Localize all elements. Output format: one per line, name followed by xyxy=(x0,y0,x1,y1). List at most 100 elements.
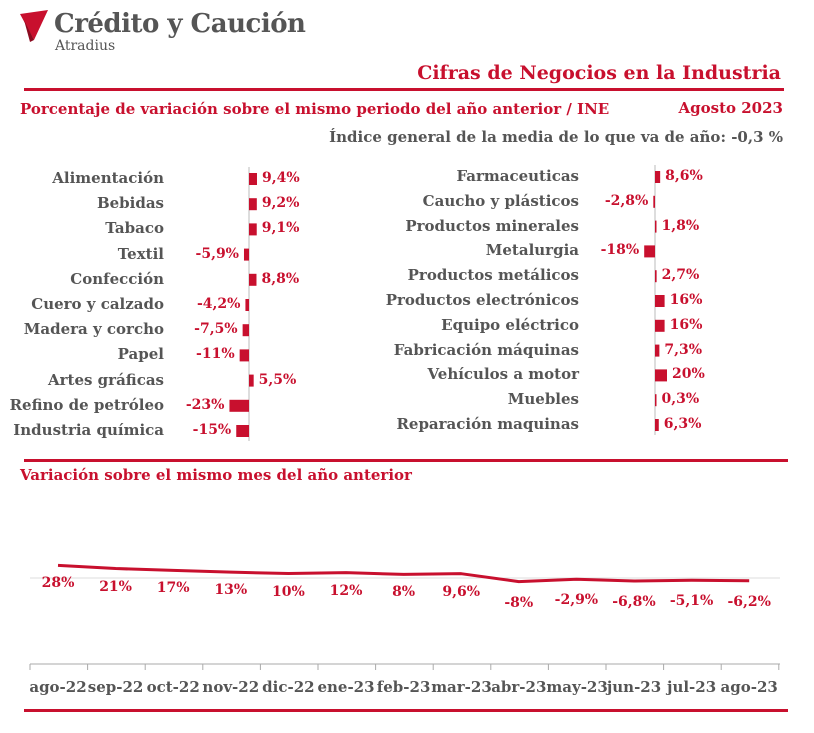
bar-textil xyxy=(243,248,249,261)
bar-reparacion-maquinas xyxy=(655,419,659,431)
category-label-refino-de-petroleo: Refino de petróleo xyxy=(9,395,164,414)
x-tick-label-jun-23: jun-23 xyxy=(606,678,662,696)
category-label-farmaceuticas: Farmaceuticas xyxy=(456,167,579,185)
category-label-tabaco: Tabaco xyxy=(105,219,164,238)
category-label-madera-y-corcho: Madera y corcho xyxy=(23,320,164,339)
category-label-textil: Textil xyxy=(117,244,164,263)
bar-bebidas xyxy=(249,198,257,211)
category-label-cuero-y-calzado: Cuero y calzado xyxy=(31,295,164,313)
bar-industria-quimica xyxy=(236,425,249,437)
category-label-fabricacion-maquinas: Fabricación máquinas xyxy=(393,340,579,359)
data-label-oct-22: 17% xyxy=(156,580,190,597)
category-label-equipo-electrico: Equipo eléctrico xyxy=(441,315,579,334)
bar-refino-de-petroleo xyxy=(229,399,249,412)
data-label-ago-23: -6,2% xyxy=(727,593,771,610)
value-label-papel: -11% xyxy=(196,346,235,363)
series-line xyxy=(57,563,750,584)
category-label-productos-minerales: Productos minerales xyxy=(405,216,579,235)
category-label-artes-graficas: Artes gráficas xyxy=(48,370,164,389)
x-tick-label-ene-23: ene-23 xyxy=(317,678,375,696)
data-label-dic-22: 10% xyxy=(271,583,305,600)
data-label-nov-22: 13% xyxy=(214,582,248,599)
brand-subname: Atradius xyxy=(55,38,116,54)
bar-caucho-y-plasticos xyxy=(653,195,655,208)
page-title: Cifras de Negocios en la Industria xyxy=(417,62,781,84)
value-label-vehiculos-a-motor: 20% xyxy=(672,366,705,383)
bar-productos-metalicos xyxy=(655,270,657,283)
report-date: Agosto 2023 xyxy=(678,99,783,117)
line-chart-title: Variación sobre el mismo mes del año ant… xyxy=(20,466,412,484)
top-divider xyxy=(24,88,784,91)
middle-divider xyxy=(24,459,788,462)
bar-metalurgia xyxy=(644,245,655,258)
value-label-industria-quimica: -15% xyxy=(192,422,232,438)
page-subtitle: Porcentaje de variación sobre el mismo p… xyxy=(20,100,610,118)
bar-alimentacion xyxy=(249,173,257,185)
value-label-refino-de-petroleo: -23% xyxy=(185,396,225,413)
value-label-reparacion-maquinas: 6,3% xyxy=(663,416,702,432)
x-tick-label-ago-22: ago-22 xyxy=(29,678,87,696)
value-label-bebidas: 9,2% xyxy=(261,195,300,212)
category-label-industria-quimica: Industria química xyxy=(13,421,164,439)
x-tick-label-mar-23: mar-23 xyxy=(431,678,492,696)
value-label-confeccion: 8,8% xyxy=(261,270,300,287)
data-label-feb-23: 8% xyxy=(392,584,416,601)
general-index-text: Índice general de la media de lo que va … xyxy=(329,128,783,146)
value-label-tabaco: 9,1% xyxy=(261,220,300,237)
category-label-bebidas: Bebidas xyxy=(96,194,164,213)
bar-tabaco xyxy=(249,223,257,236)
bar-fabricacion-maquinas xyxy=(655,344,660,357)
data-label-jul-23: -5,1% xyxy=(669,593,714,610)
bottom-divider xyxy=(24,709,788,712)
data-label-mar-23: 9,6% xyxy=(442,583,481,600)
value-label-productos-metalicos: 2,7% xyxy=(661,267,700,284)
data-label-jun-23: -6,8% xyxy=(612,594,656,611)
value-label-alimentacion: 9,4% xyxy=(261,170,300,186)
category-label-vehiculos-a-motor: Vehículos a motor xyxy=(427,365,579,384)
data-label-sep-22: 21% xyxy=(99,578,132,595)
x-tick-label-abr-23: abr-23 xyxy=(491,678,547,696)
x-tick-label-feb-23: feb-23 xyxy=(376,678,431,696)
category-label-reparacion-maquinas: Reparación maquinas xyxy=(396,415,579,433)
brand-name: Crédito y Caución xyxy=(54,9,306,39)
x-tick-label-nov-22: nov-22 xyxy=(202,678,260,696)
x-tick-label-ago-23: ago-23 xyxy=(720,678,778,696)
value-label-madera-y-corcho: -7,5% xyxy=(194,321,238,338)
bar-productos-electronicos xyxy=(655,295,665,307)
brand-logo-icon xyxy=(20,10,48,42)
category-label-metalurgia: Metalurgia xyxy=(485,241,579,260)
value-label-equipo-electrico: 16% xyxy=(669,316,703,333)
value-label-fabricacion-maquinas: 7,3% xyxy=(664,341,703,358)
value-label-productos-electronicos: 16% xyxy=(669,292,703,308)
x-tick-label-sep-22: sep-22 xyxy=(87,678,144,696)
bar-confeccion xyxy=(249,273,257,286)
data-label-abr-23: -8% xyxy=(504,594,534,611)
category-label-papel: Papel xyxy=(117,345,164,364)
category-label-muebles: Muebles xyxy=(507,390,579,409)
category-label-alimentacion: Alimentación xyxy=(52,169,164,187)
data-label-ene-23: 12% xyxy=(329,582,363,599)
data-label-may-23: -2,9% xyxy=(554,592,599,609)
value-label-muebles: 0,3% xyxy=(661,391,700,408)
x-tick-label-jul-23: jul-23 xyxy=(667,678,717,696)
value-label-metalurgia: -18% xyxy=(600,242,640,259)
x-tick-label-may-23: may-23 xyxy=(546,678,608,696)
value-label-artes-graficas: 5,5% xyxy=(258,371,297,388)
category-label-caucho-y-plasticos: Caucho y plásticos xyxy=(422,191,579,210)
value-label-caucho-y-plasticos: -2,8% xyxy=(604,192,649,209)
bar-equipo-electrico xyxy=(655,319,665,332)
bar-papel xyxy=(239,349,249,362)
value-label-farmaceuticas: 8,6% xyxy=(665,168,703,184)
value-label-productos-minerales: 1,8% xyxy=(661,217,700,234)
data-label-ago-22: 28% xyxy=(41,575,75,592)
bar-cuero-y-calzado xyxy=(245,299,249,311)
x-tick-label-oct-22: oct-22 xyxy=(146,678,200,696)
bar-madera-y-corcho xyxy=(242,324,249,337)
value-label-cuero-y-calzado: -4,2% xyxy=(196,296,241,312)
value-label-textil: -5,9% xyxy=(195,245,239,262)
bar-artes-graficas xyxy=(249,374,254,387)
bar-productos-minerales xyxy=(655,220,657,233)
category-label-confeccion: Confección xyxy=(70,269,164,288)
category-label-productos-electronicos: Productos electrónicos xyxy=(385,291,579,309)
